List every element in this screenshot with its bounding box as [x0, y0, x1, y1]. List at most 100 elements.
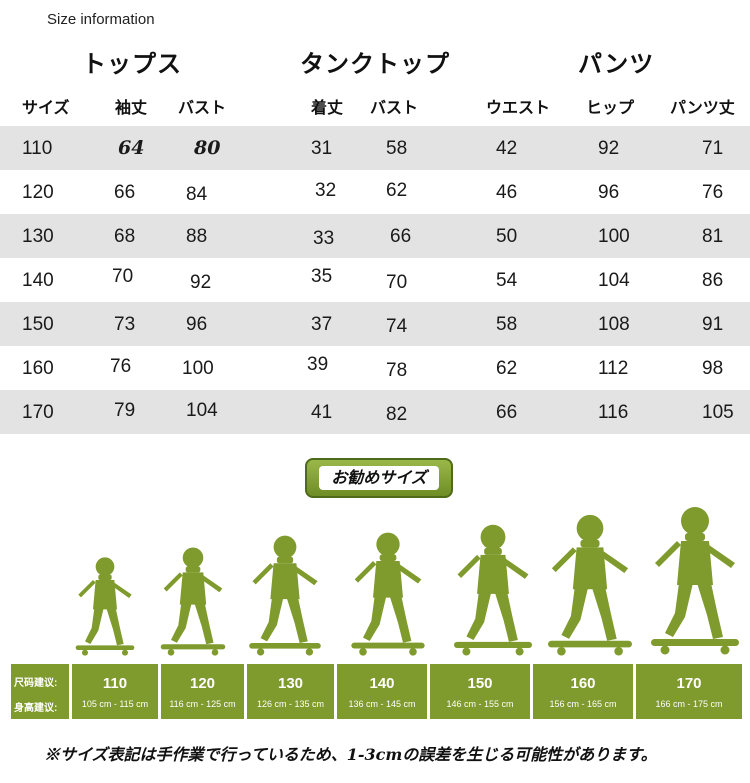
table-row: 140 70 92 35 70 54 104 86 — [0, 258, 750, 302]
table-row: 120 66 84 32 62 46 96 76 — [0, 170, 750, 214]
cell-tank-bust: 74 — [386, 316, 408, 337]
recommend-height-range: 105 cm - 115 cm — [81, 699, 149, 709]
cell-size: 120 — [22, 182, 54, 203]
cell-tank-bust: 58 — [386, 138, 408, 159]
cell-tops-bust: 92 — [190, 272, 212, 293]
cell-size: 150 — [22, 314, 54, 335]
recommend-size-value: 170 — [676, 675, 702, 692]
label-size: 尺码建议: — [14, 678, 58, 689]
recommend-size-value: 110 — [102, 675, 128, 692]
cell-hip: 96 — [598, 182, 620, 203]
recommend-size-box: 120 116 cm - 125 cm — [161, 664, 244, 719]
col-head-hip: ヒップ — [586, 98, 635, 117]
recommend-size-box: 150 146 cm - 155 cm — [430, 664, 530, 719]
cell-sleeve: 70 — [112, 266, 134, 287]
col-head-tops-bust: バスト — [178, 98, 227, 117]
cell-waist: 62 — [496, 358, 518, 379]
recommend-height-range: 156 cm - 165 cm — [549, 699, 617, 709]
cell-hip: 92 — [598, 138, 620, 159]
cell-tank-bust: 66 — [390, 226, 412, 247]
cell-tank-length: 37 — [311, 314, 333, 335]
recommend-height-range: 126 cm - 135 cm — [256, 699, 325, 709]
cell-size: 110 — [22, 138, 53, 159]
recommend-size-value: 160 — [570, 675, 596, 692]
recommend-size-value: 140 — [369, 675, 395, 692]
cell-sleeve: 76 — [110, 356, 132, 377]
recommend-height-range: 136 cm - 145 cm — [348, 699, 416, 709]
cell-tops-bust: 88 — [186, 226, 208, 247]
recommend-size-box: 130 126 cm - 135 cm — [247, 664, 334, 719]
cell-tank-bust: 62 — [386, 180, 408, 201]
skateboarder-silhouette-icon — [541, 513, 639, 656]
recommend-size-box: 140 136 cm - 145 cm — [337, 664, 427, 719]
table-row: 160 76 100 39 78 62 112 98 — [0, 346, 750, 390]
cell-sleeve: 66 — [114, 182, 136, 203]
recommend-size-box: 110 105 cm - 115 cm — [72, 664, 158, 719]
cell-pants-length: 105 — [702, 402, 734, 423]
cell-pants-length: 98 — [702, 358, 724, 379]
recommend-badge: お勧めサイズ — [305, 458, 453, 498]
cell-tank-length: 31 — [311, 138, 333, 159]
cell-tank-length: 35 — [311, 266, 333, 287]
recommend-height-range: 116 cm - 125 cm — [169, 699, 236, 709]
skateboarder-silhouette-icon — [447, 523, 539, 656]
cell-tank-bust: 78 — [386, 360, 408, 381]
cell-waist: 54 — [496, 270, 518, 291]
cell-sleeve: 64 — [118, 137, 145, 159]
recommend-size-value: 130 — [277, 675, 304, 692]
table-row: 110 64 80 31 58 42 92 71 — [0, 126, 750, 170]
cell-sleeve: 73 — [114, 314, 136, 335]
col-head-waist: ウエスト — [486, 98, 551, 117]
size-info-label: Size information — [47, 11, 155, 28]
cell-pants-length: 86 — [702, 270, 724, 291]
label-height: 身高建议: — [14, 703, 58, 714]
recommend-height-range: 146 cm - 155 cm — [446, 699, 514, 709]
cell-tank-length: 39 — [307, 354, 329, 375]
cell-waist: 50 — [496, 226, 518, 247]
recommend-size-value: 150 — [467, 675, 493, 692]
recommend-size-box: 160 156 cm - 165 cm — [533, 664, 633, 719]
col-head-tank-length: 着丈 — [311, 98, 344, 117]
skateboarder-silhouette-icon — [154, 546, 232, 656]
cell-tops-bust: 100 — [182, 358, 214, 379]
cell-tops-bust: 104 — [186, 400, 218, 421]
table-row: 170 79 104 41 82 66 116 105 — [0, 390, 750, 434]
skateboarder-silhouette-icon — [645, 504, 745, 656]
col-head-size: サイズ — [22, 98, 70, 117]
skateboarder-silhouette-icon — [70, 556, 140, 656]
cell-tops-bust: 80 — [194, 137, 221, 159]
cell-tank-bust: 70 — [386, 272, 408, 293]
cell-hip: 100 — [598, 226, 630, 247]
cell-hip: 112 — [598, 358, 629, 379]
cell-pants-length: 76 — [702, 182, 724, 203]
cell-hip: 104 — [598, 270, 630, 291]
cell-tops-bust: 84 — [186, 184, 208, 205]
table-row: 150 73 96 37 74 58 108 91 — [0, 302, 750, 346]
cell-size: 170 — [22, 402, 54, 423]
cell-size: 140 — [22, 270, 54, 291]
table-row: 130 68 88 33 66 50 100 81 — [0, 214, 750, 258]
cell-waist: 58 — [496, 314, 518, 335]
cell-size: 160 — [22, 358, 54, 379]
cell-waist: 66 — [496, 402, 518, 423]
cell-hip: 108 — [598, 314, 630, 335]
cell-sleeve: 68 — [114, 226, 136, 247]
recommend-height-range: 166 cm - 175 cm — [655, 699, 723, 709]
footnote: ※サイズ表記は手作業で行っているため、1-3cmの誤差を生じる可能性があります。 — [44, 745, 657, 764]
cell-sleeve: 79 — [114, 400, 136, 421]
cell-waist: 42 — [496, 138, 518, 159]
recommend-title: お勧めサイズ — [319, 466, 439, 490]
recommend-label-box: 尺码建议: 身高建议: — [11, 664, 69, 719]
cell-size: 130 — [22, 226, 54, 247]
cell-hip: 116 — [598, 402, 629, 423]
group-title-pants: パンツ — [578, 49, 655, 78]
cell-tank-length: 41 — [311, 402, 333, 423]
cell-tank-bust: 82 — [386, 404, 408, 425]
cell-waist: 46 — [496, 182, 518, 203]
cell-pants-length: 71 — [702, 138, 724, 159]
cell-pants-length: 91 — [702, 314, 724, 335]
group-title-tops: トップス — [82, 49, 182, 78]
col-head-sleeve: 袖丈 — [115, 98, 148, 117]
recommend-size-box: 170 166 cm - 175 cm — [636, 664, 742, 719]
cell-tank-length: 32 — [315, 180, 337, 201]
